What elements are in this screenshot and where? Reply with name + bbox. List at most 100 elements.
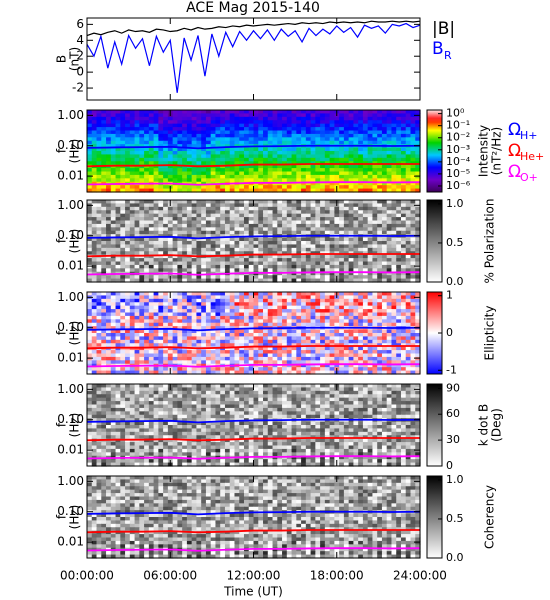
spectrogram-cell bbox=[377, 302, 383, 307]
spectrogram-cell bbox=[315, 295, 321, 300]
spectrogram-cell bbox=[201, 220, 207, 225]
spectrogram-cell bbox=[153, 305, 159, 310]
spectrogram-cell bbox=[263, 346, 269, 351]
spectrogram-cell bbox=[358, 181, 364, 186]
spectrogram-cell bbox=[125, 147, 131, 152]
spectrogram-cell bbox=[148, 302, 155, 307]
spectrogram-cell bbox=[191, 120, 198, 125]
spectrogram-cell bbox=[110, 309, 117, 314]
spectrogram-cell bbox=[263, 333, 269, 338]
spectrogram-cell bbox=[87, 151, 93, 156]
spectrogram-cell bbox=[415, 137, 421, 142]
spectrogram-cell bbox=[263, 353, 269, 358]
spectrogram-cell bbox=[153, 247, 159, 252]
spectrogram-cell bbox=[296, 278, 302, 283]
spectrogram-cell bbox=[263, 185, 269, 190]
spectrogram-cell bbox=[110, 329, 117, 334]
spectrogram-cell bbox=[248, 127, 255, 132]
spectrogram-cell bbox=[405, 329, 412, 334]
spectrogram-cell bbox=[196, 241, 202, 246]
spectrogram-cell bbox=[391, 168, 397, 173]
spectrogram-cell bbox=[272, 292, 278, 297]
spectrogram-cell bbox=[253, 254, 259, 259]
spectrogram-cell bbox=[182, 227, 188, 232]
spectrogram-cell bbox=[182, 127, 188, 132]
spectrogram-cell bbox=[391, 116, 397, 121]
spectrogram-cell bbox=[372, 295, 378, 300]
spectrogram bbox=[87, 292, 421, 375]
spectrogram-cell bbox=[144, 244, 150, 249]
spectrogram-cell bbox=[362, 264, 369, 269]
spectrogram-cell bbox=[158, 360, 164, 365]
spectrogram-cell bbox=[410, 278, 416, 283]
spectrogram-cell bbox=[186, 213, 193, 218]
spectrogram-cell bbox=[248, 213, 255, 218]
spectrogram-cell bbox=[296, 137, 302, 142]
spectrogram-cell bbox=[243, 251, 250, 256]
spectrogram-cell bbox=[343, 133, 350, 138]
spectrogram-cell bbox=[405, 298, 412, 303]
spectrogram-cell bbox=[96, 237, 102, 242]
spectrogram-cell bbox=[305, 133, 312, 138]
spectrogram-cell bbox=[415, 309, 421, 314]
spectrogram-cell bbox=[205, 241, 212, 246]
spectrogram-cell bbox=[191, 309, 198, 314]
spectrogram-cell bbox=[120, 346, 126, 351]
spectrogram-cell bbox=[405, 247, 412, 252]
spectrogram-cell bbox=[96, 315, 102, 320]
spectrogram-cell bbox=[353, 147, 359, 152]
spectrogram-cell bbox=[391, 147, 397, 152]
spectrogram-cell bbox=[291, 353, 297, 358]
spectrogram-cell bbox=[96, 227, 102, 232]
spectrogram-cell bbox=[415, 258, 421, 263]
spectrogram-cell bbox=[386, 353, 393, 358]
spectrogram-cell bbox=[167, 329, 174, 334]
spectrogram-cell bbox=[329, 275, 335, 280]
spectrogram-cell bbox=[96, 230, 102, 235]
spectrogram-cell bbox=[205, 206, 212, 211]
spectrogram-cell bbox=[253, 110, 259, 115]
spectrogram-cell bbox=[201, 133, 207, 138]
spectrogram-cell bbox=[282, 147, 288, 152]
spectrogram-cell bbox=[153, 200, 159, 205]
spectrogram-cell bbox=[324, 227, 331, 232]
spectrogram-cell bbox=[243, 164, 250, 169]
spectrogram-cell bbox=[253, 203, 259, 208]
spectrogram-cell bbox=[267, 315, 274, 320]
spectrogram-cell bbox=[248, 264, 255, 269]
spectrogram-cell bbox=[334, 247, 340, 252]
spectrogram-cell bbox=[115, 120, 121, 125]
spectrogram-cell bbox=[362, 241, 369, 246]
spectrogram-cell bbox=[329, 278, 335, 283]
spectrogram-cell bbox=[115, 144, 121, 149]
spectrogram-cell bbox=[258, 275, 264, 280]
series-line bbox=[86, 20, 421, 37]
spectrogram-cell bbox=[205, 178, 212, 183]
spectrogram-cell bbox=[120, 130, 126, 135]
spectrogram-cell bbox=[139, 123, 145, 128]
spectrogram-cell bbox=[229, 154, 236, 159]
spectrogram-cell bbox=[291, 164, 297, 169]
spectrogram-cell bbox=[177, 315, 183, 320]
spectrogram-cell bbox=[296, 206, 302, 211]
spectrogram-cell bbox=[263, 319, 269, 324]
spectrogram-cell bbox=[229, 237, 236, 242]
spectrogram-cell bbox=[144, 360, 150, 365]
spectrogram-cell bbox=[282, 278, 288, 283]
spectrogram-cell bbox=[324, 305, 331, 310]
spectrogram-cell bbox=[172, 241, 178, 246]
spectrogram-cell bbox=[339, 116, 345, 121]
spectrogram-cell bbox=[329, 295, 335, 300]
spectrogram-cell bbox=[253, 319, 259, 324]
spectrogram-cell bbox=[205, 140, 212, 145]
spectrogram-cell bbox=[377, 213, 383, 218]
spectrogram-cell bbox=[296, 329, 302, 334]
spectrogram-cell bbox=[329, 147, 335, 152]
spectrogram-cell bbox=[362, 181, 369, 186]
spectrogram-cell bbox=[315, 264, 321, 269]
spectrogram-cell bbox=[224, 161, 231, 166]
spectrogram-cell bbox=[377, 278, 383, 283]
spectrogram-cell bbox=[315, 140, 321, 145]
spectrogram-cell bbox=[400, 133, 407, 138]
spectrogram-cell bbox=[201, 154, 207, 159]
